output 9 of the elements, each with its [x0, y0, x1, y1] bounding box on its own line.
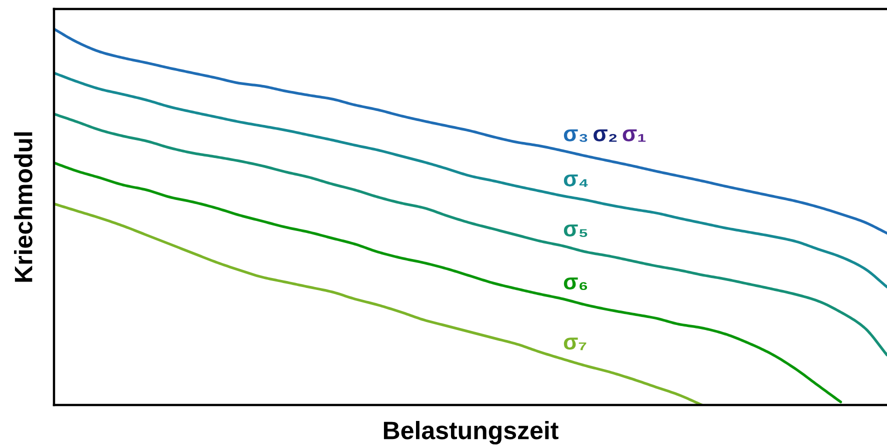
legend-label: σ₂	[594, 129, 617, 142]
series-label: σ₇	[564, 338, 586, 350]
x-axis-title: Belastungszeit	[384, 420, 558, 444]
series-label: σ₅	[564, 224, 588, 238]
y-axis-title: Kriechmodul	[14, 132, 32, 282]
series-label: σ₆	[564, 278, 588, 290]
series-label: σ₃	[564, 129, 588, 142]
legend-label: σ₁	[622, 129, 646, 142]
series-label: σ₄	[564, 174, 588, 187]
